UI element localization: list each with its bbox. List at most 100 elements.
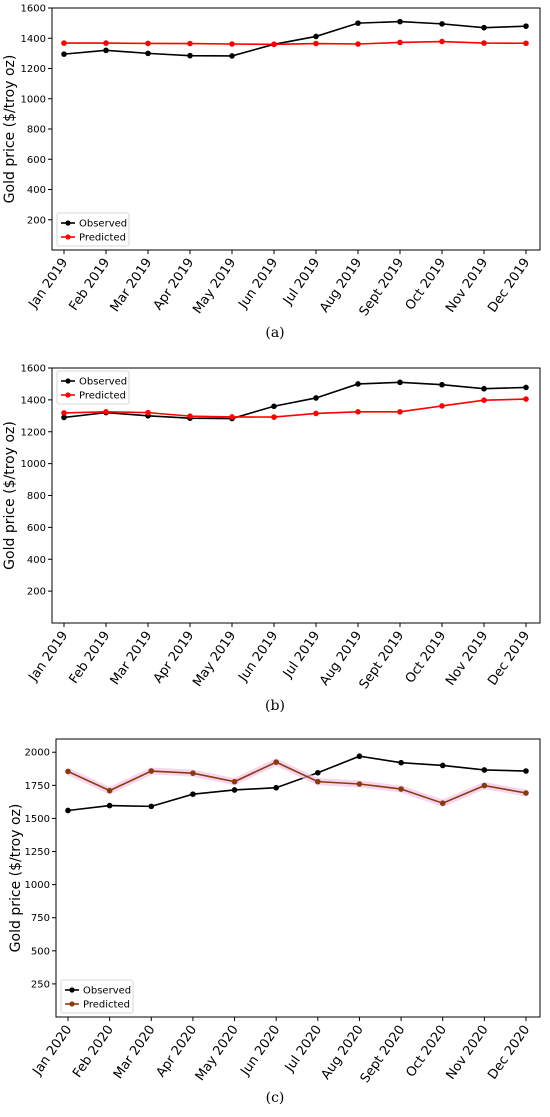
- series-line-predicted: [63, 398, 527, 418]
- x-tick-label: Jan 2019: [26, 629, 72, 685]
- data-point-observed: [439, 762, 446, 769]
- y-tick-label: 200: [27, 587, 46, 598]
- data-point-observed: [61, 414, 67, 421]
- data-point-predicted: [355, 409, 361, 415]
- x-tick-label: Jul 2020: [282, 1023, 325, 1076]
- y-tick-label: 1600: [21, 4, 46, 15]
- data-point-observed: [231, 787, 238, 793]
- data-point-predicted: [481, 397, 487, 403]
- x-tick-label: Aug 2019: [317, 629, 365, 689]
- chart-panel-a: 200 400 600 800 1000 1200 1400 1600 Gold price (…: [0, 0, 550, 350]
- y-tick-label: 200: [27, 215, 46, 226]
- y-axis-title: Gold price ($/troy oz): [8, 804, 24, 953]
- x-tick-label: Apr 2019: [151, 256, 198, 314]
- legend-marker-observed: [65, 378, 71, 384]
- data-point-predicted: [145, 409, 151, 416]
- x-tick-label: Jul 2019: [280, 256, 323, 309]
- line-chart-c: 250 500 750 1000 1250 1500 1750 2000 Gold price …: [8, 738, 541, 1086]
- y-tick-label: 1200: [21, 427, 46, 438]
- data-point-predicted: [397, 409, 403, 415]
- chart-panel-b: 200 400 600 800 1000 1200 1400 1600 Gold price (…: [0, 355, 550, 725]
- data-point-predicted: [103, 40, 109, 46]
- x-tick-label: Feb 2019: [66, 256, 113, 314]
- x-tick-label: Apr 2019: [151, 629, 198, 687]
- x-tick-label: Dec 2019: [485, 629, 533, 689]
- x-tick-label: Feb 2020: [70, 1023, 117, 1081]
- data-point-predicted: [313, 40, 319, 47]
- x-tick-label: Jun 2019: [235, 629, 281, 686]
- data-point-observed: [313, 33, 319, 40]
- x-tick-label: Mar 2020: [111, 1023, 159, 1082]
- legend-label-observed: Observed: [79, 219, 127, 230]
- y-tick-label: 600: [27, 523, 46, 534]
- caption-a: (a): [265, 325, 285, 341]
- data-point-predicted: [271, 41, 277, 48]
- data-point-observed: [481, 24, 487, 31]
- y-tick-label: 400: [27, 185, 46, 196]
- x-tick-label: Jul 2019: [280, 629, 323, 682]
- data-point-predicted: [187, 40, 193, 47]
- data-point-observed: [273, 784, 279, 791]
- data-point-predicted: [61, 410, 67, 416]
- data-point-predicted: [190, 770, 196, 776]
- x-tick-label: May 2019: [190, 629, 239, 690]
- data-point-observed: [523, 768, 529, 774]
- y-tick-label: 250: [31, 979, 50, 990]
- data-point-observed: [187, 52, 193, 59]
- data-point-predicted: [523, 40, 529, 47]
- data-point-predicted: [103, 409, 109, 415]
- x-tick-label: Oct 2020: [403, 1023, 450, 1081]
- data-point-predicted: [313, 410, 319, 417]
- data-point-predicted: [271, 414, 277, 420]
- y-tick-label: 500: [31, 946, 50, 957]
- legend-marker-observed: [65, 220, 71, 226]
- y-tick-label: 1000: [21, 459, 46, 470]
- legend-label-predicted: Predicted: [79, 233, 126, 244]
- data-point-observed: [523, 384, 529, 391]
- y-tick-label: 1200: [21, 64, 46, 75]
- y-tick-label: 1400: [21, 34, 46, 45]
- data-point-observed: [190, 791, 196, 798]
- series-line-observed: [63, 20, 527, 57]
- y-tick-label: 800: [27, 125, 46, 136]
- legend-label-observed: Observed: [79, 377, 127, 388]
- y-tick-label: 1500: [25, 814, 50, 825]
- data-point-observed: [355, 20, 361, 26]
- y-tick-label: 2000: [25, 748, 50, 759]
- chart-panel-c: 250 500 750 1000 1250 1500 1750 2000 Gold price …: [0, 727, 550, 1117]
- data-point-predicted: [439, 800, 446, 807]
- legend-label-predicted: Predicted: [83, 1000, 130, 1011]
- y-tick-label: 1400: [21, 395, 46, 406]
- data-point-predicted: [439, 38, 445, 45]
- caption-c: (c): [265, 1090, 285, 1106]
- series-line-predicted: [67, 761, 527, 805]
- data-point-observed: [397, 18, 403, 25]
- data-point-predicted: [229, 414, 235, 420]
- data-point-observed: [313, 395, 319, 401]
- x-tick-label: Feb 2019: [66, 629, 113, 687]
- legend-label-predicted: Predicted: [79, 391, 126, 402]
- y-axis-title: Gold price ($/troy oz): [2, 55, 18, 204]
- y-tick-label: 1000: [25, 880, 50, 891]
- data-point-predicted: [523, 790, 529, 796]
- x-tick-label: Dec 2020: [485, 1023, 533, 1083]
- data-point-predicted: [61, 40, 67, 46]
- caption-b: (b): [265, 698, 285, 714]
- data-point-observed: [148, 803, 155, 810]
- legend-marker-observed: [69, 987, 75, 993]
- x-tick-label: Aug 2019: [317, 256, 365, 316]
- data-point-predicted: [148, 768, 155, 774]
- x-tick-label: Apr 2020: [154, 1023, 201, 1081]
- x-tick-label: Dec 2019: [485, 256, 533, 316]
- x-tick-label: Jun 2020: [238, 1023, 284, 1080]
- x-tick-label: Oct 2019: [403, 629, 450, 687]
- data-point-predicted: [481, 782, 488, 789]
- data-point-observed: [145, 50, 151, 57]
- legend-label-observed: Observed: [83, 986, 131, 997]
- data-point-observed: [65, 807, 71, 814]
- x-tick-label: Jun 2019: [235, 256, 281, 313]
- data-point-observed: [106, 802, 113, 809]
- data-point-observed: [439, 21, 445, 27]
- data-point-predicted: [229, 41, 235, 47]
- data-point-predicted: [145, 40, 151, 47]
